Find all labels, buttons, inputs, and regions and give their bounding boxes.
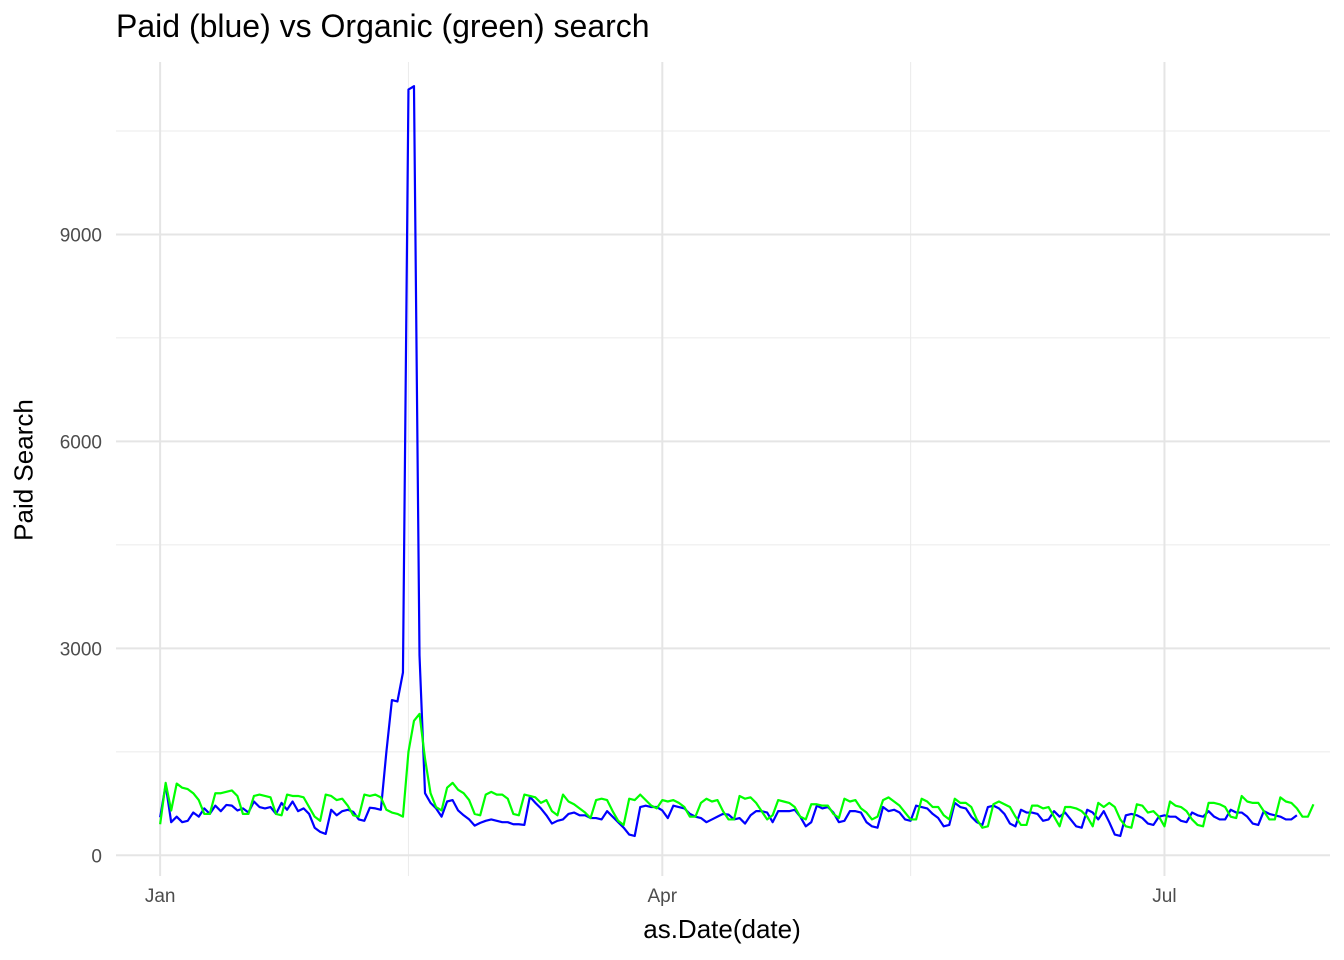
x-tick-label: Jan xyxy=(145,886,176,907)
series-line-paid xyxy=(159,85,1298,838)
series-lines xyxy=(159,85,1315,838)
tick-labels: 0 3000 6000 9000 Jan Apr Jul xyxy=(60,225,1177,907)
x-tick-label: Jul xyxy=(1152,886,1176,907)
x-axis-label: as.Date(date) xyxy=(643,914,801,944)
y-tick-label: 6000 xyxy=(60,432,102,453)
y-tick-label: 3000 xyxy=(60,639,102,660)
grid xyxy=(116,62,1330,876)
y-tick-label: 0 xyxy=(91,846,102,867)
chart-title: Paid (blue) vs Organic (green) search xyxy=(116,8,650,44)
y-tick-label: 9000 xyxy=(60,225,102,246)
series-line-organic xyxy=(159,712,1315,829)
x-tick-label: Apr xyxy=(648,886,678,907)
